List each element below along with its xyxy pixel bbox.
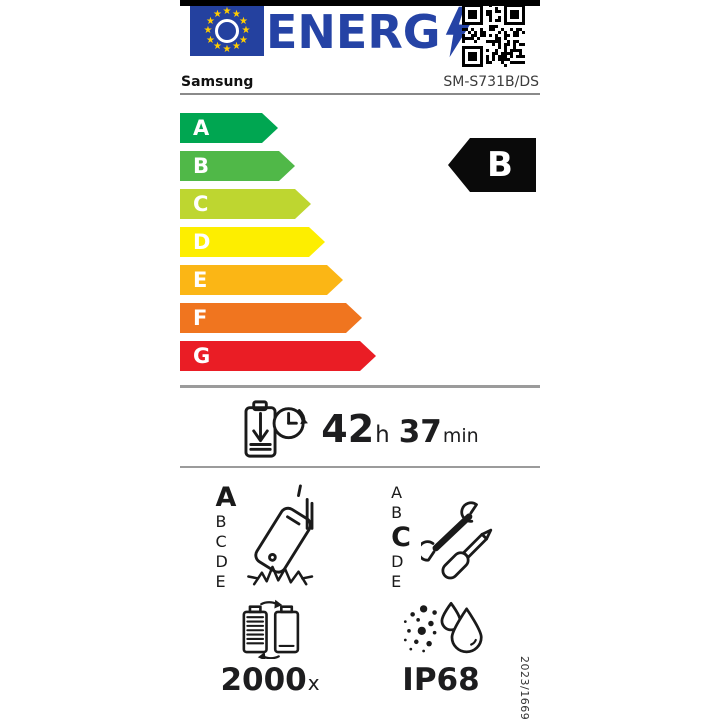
class-arrow-c: C [180, 189, 311, 219]
endurance-hours: 42 [321, 407, 375, 451]
battery-cycles-icon [242, 599, 300, 659]
supplier-row: Samsung SM-S731B/DS [181, 74, 539, 90]
repairability-scale: A B C D E [391, 483, 411, 592]
classes-row: A B C D E A [180, 478, 540, 596]
bottom-row: 2000 x IP68 [180, 598, 540, 698]
eu-star: ★ [222, 6, 232, 17]
class-letter: A [193, 116, 210, 140]
eu-star: ★ [213, 41, 222, 53]
energy-logo: ENERG [266, 4, 471, 60]
endurance-hours-unit: h [375, 422, 390, 448]
eu-star: ★ [238, 15, 248, 27]
supplier-name: Samsung [181, 74, 254, 90]
qr-code [462, 4, 525, 67]
scale-letter: E [215, 571, 226, 591]
eu-star: ★ [232, 41, 241, 53]
eu-star: ★ [206, 34, 216, 46]
eu-star: ★ [203, 25, 213, 36]
falling-phone-icon [247, 484, 314, 586]
rating-indicator-arrow: B [448, 138, 536, 192]
battery-cycles-value: 2000 x [220, 662, 319, 698]
class-letter: B [193, 154, 210, 178]
drop-resistance-scale: A B C D E [216, 483, 237, 592]
scale-letter: A [391, 482, 403, 502]
ip-rating-value: IP68 [402, 662, 479, 698]
divider [180, 385, 540, 388]
eu-circle [215, 19, 239, 43]
endurance-minutes-unit: min [442, 425, 479, 447]
top-border [180, 0, 540, 6]
eu-star: ★ [238, 34, 248, 46]
repairability-section: A B C D E [360, 478, 540, 596]
class-letter: E [193, 268, 208, 292]
class-letter: C [193, 192, 209, 216]
regulation-number: 2023/1669 [518, 656, 531, 720]
battery-clock-icon [244, 400, 309, 458]
class-letter: F [193, 306, 208, 330]
dust-water-resistance-icon [403, 601, 483, 653]
repair-tools-icon [420, 501, 493, 580]
model-identifier: SM-S731B/DS [443, 74, 539, 90]
ingress-protection-section: IP68 [360, 598, 540, 698]
divider [180, 466, 540, 468]
eu-flag: ★ ★ ★ ★ ★ ★ ★ ★ ★ ★ ★ ★ [190, 6, 264, 56]
eu-star: ★ [222, 44, 232, 55]
eu-star: ★ [206, 15, 216, 27]
class-letter: D [193, 230, 211, 254]
lightning-bolt-icon [445, 6, 470, 58]
scale-letter: D [391, 551, 404, 571]
ip-rating: IP68 [402, 661, 480, 698]
class-arrow-d: D [180, 227, 325, 257]
endurance-value: 42 h 37 min [321, 407, 478, 451]
class-arrow-b: B [180, 151, 295, 181]
cycles-unit: x [307, 671, 320, 695]
eu-star: ★ [232, 8, 241, 20]
scale-letter: B [391, 502, 403, 522]
efficiency-scale: A B C D E F G [180, 113, 376, 379]
scale-letter: C [391, 521, 411, 553]
class-arrow-a: A [180, 113, 278, 143]
scale-letter: C [215, 531, 227, 551]
rating-letter: B [487, 145, 513, 185]
endurance-minutes: 37 [398, 414, 442, 450]
class-arrow-f: F [180, 303, 362, 333]
class-arrow-g: G [180, 341, 376, 371]
battery-cycles-section: 2000 x [180, 598, 360, 698]
class-letter: G [193, 344, 211, 368]
energy-label: ★ ★ ★ ★ ★ ★ ★ ★ ★ ★ ★ ★ ENERG Samsung SM-S731B/DS A… [180, 0, 540, 720]
eu-star: ★ [241, 25, 251, 36]
energy-logo-text: ENERG [266, 5, 441, 59]
scale-letter: B [215, 511, 227, 531]
scale-letter: E [391, 571, 402, 591]
divider [180, 93, 540, 95]
class-arrow-e: E [180, 265, 343, 295]
scale-letter: D [215, 551, 228, 571]
battery-endurance-section: 42 h 37 min [180, 396, 540, 462]
eu-star: ★ [213, 8, 222, 20]
scale-letter: A [215, 481, 237, 513]
cycles-number: 2000 [220, 662, 307, 698]
drop-resistance-section: A B C D E [180, 478, 360, 596]
